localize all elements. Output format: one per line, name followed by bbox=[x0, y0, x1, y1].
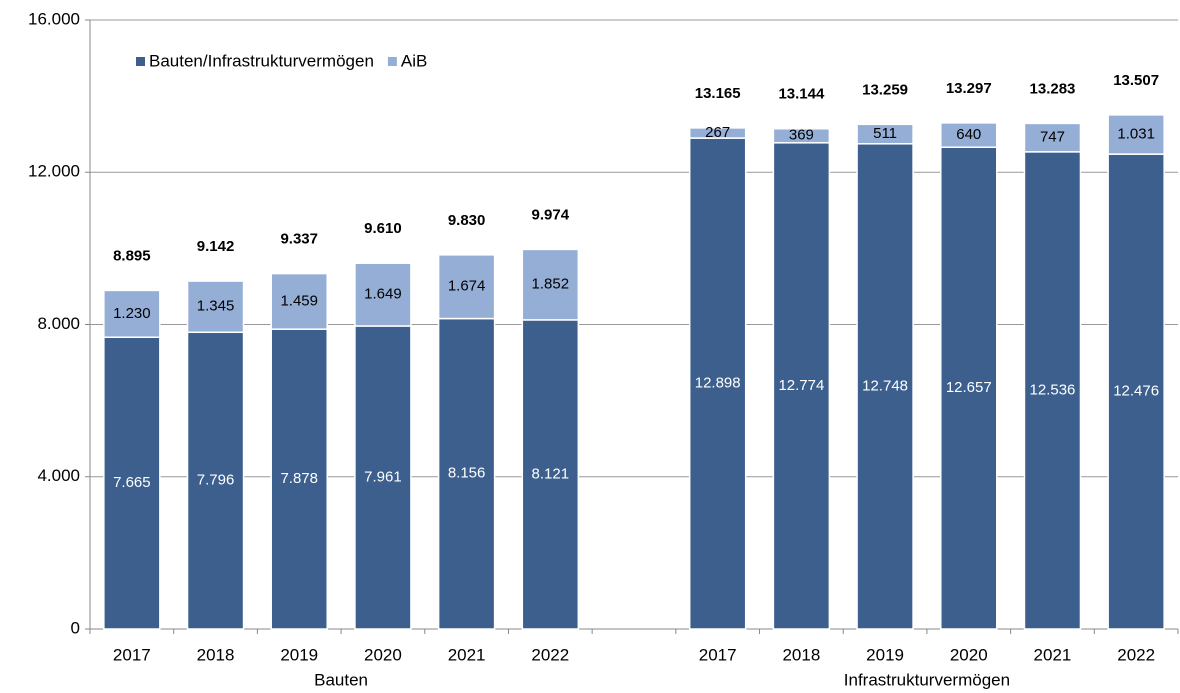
group-label: Bauten bbox=[314, 670, 368, 689]
data-label: 1.852 bbox=[532, 276, 570, 293]
legend-label: AiB bbox=[401, 51, 427, 70]
bar-segment bbox=[772, 127, 831, 144]
data-label: 1.345 bbox=[197, 298, 235, 315]
bar-segment bbox=[186, 280, 245, 334]
bar-segment bbox=[103, 289, 161, 339]
data-label: 747 bbox=[1040, 129, 1065, 146]
bar-segment bbox=[1023, 122, 1082, 153]
data-label: 7.878 bbox=[280, 470, 318, 487]
data-label: 7.665 bbox=[113, 474, 151, 491]
total-label: 8.895 bbox=[113, 247, 151, 264]
x-tick-label: 2020 bbox=[364, 645, 402, 664]
bar-segment bbox=[521, 319, 580, 630]
data-label: 12.774 bbox=[778, 377, 824, 394]
bar-segment bbox=[1107, 153, 1165, 630]
data-label: 8.156 bbox=[448, 465, 486, 482]
legend-swatch bbox=[136, 57, 145, 66]
y-tick-label: 0 bbox=[71, 618, 80, 637]
data-label: 7.796 bbox=[197, 472, 235, 489]
total-label: 9.830 bbox=[448, 212, 486, 229]
bar-segment bbox=[772, 142, 831, 630]
bar-segment bbox=[354, 325, 412, 630]
x-tick-label: 2022 bbox=[531, 645, 569, 664]
bar-segment bbox=[688, 137, 747, 630]
y-tick-label: 16.000 bbox=[28, 9, 80, 28]
x-tick-label: 2021 bbox=[448, 645, 486, 664]
x-tick-label: 2017 bbox=[699, 645, 737, 664]
x-tick-label: 2019 bbox=[866, 645, 904, 664]
bar-segment bbox=[521, 248, 580, 321]
data-label: 369 bbox=[789, 127, 814, 144]
bar-segment bbox=[354, 262, 412, 327]
data-label: 1.230 bbox=[113, 305, 151, 322]
bar-segment bbox=[856, 123, 914, 145]
data-label: 1.674 bbox=[448, 278, 486, 295]
bar-segment bbox=[437, 254, 496, 320]
x-tick-label: 2017 bbox=[113, 645, 151, 664]
bar-segment bbox=[856, 143, 914, 630]
group-label: Infrastrukturvermögen bbox=[844, 670, 1010, 689]
total-label: 13.507 bbox=[1113, 72, 1159, 89]
y-tick-label: 8.000 bbox=[37, 314, 80, 333]
total-label: 13.259 bbox=[862, 81, 908, 98]
x-tick-label: 2018 bbox=[782, 645, 820, 664]
total-label: 9.142 bbox=[197, 238, 235, 255]
x-tick-label: 2019 bbox=[280, 645, 318, 664]
total-label: 13.283 bbox=[1030, 80, 1076, 97]
data-label: 1.031 bbox=[1117, 125, 1155, 142]
total-label: 9.610 bbox=[364, 220, 402, 237]
data-label: 12.536 bbox=[1030, 381, 1076, 398]
legend-label: Bauten/Infrastrukturvermögen bbox=[149, 51, 374, 70]
bar-segment bbox=[1107, 114, 1165, 155]
bar-segment bbox=[940, 122, 998, 148]
bar-segment bbox=[1023, 151, 1082, 630]
total-label: 9.337 bbox=[280, 231, 318, 248]
total-label: 9.974 bbox=[532, 206, 570, 223]
x-tick-label: 2021 bbox=[1034, 645, 1072, 664]
x-tick-label: 2018 bbox=[197, 645, 235, 664]
bar-segment bbox=[940, 146, 998, 630]
y-tick-label: 12.000 bbox=[28, 162, 80, 181]
data-label: 640 bbox=[956, 126, 981, 143]
y-tick-label: 4.000 bbox=[37, 466, 80, 485]
bar-segment bbox=[270, 328, 328, 630]
data-label: 8.121 bbox=[532, 465, 570, 482]
total-label: 13.297 bbox=[946, 80, 992, 97]
data-label: 511 bbox=[873, 125, 897, 142]
data-label: 1.649 bbox=[364, 286, 402, 303]
data-label: 7.961 bbox=[364, 468, 402, 485]
x-tick-label: 2020 bbox=[950, 645, 988, 664]
data-label: 12.657 bbox=[946, 379, 992, 396]
x-tick-label: 2022 bbox=[1117, 645, 1155, 664]
data-label: 267 bbox=[705, 124, 730, 141]
bar-segment bbox=[437, 317, 496, 630]
data-label: 12.898 bbox=[695, 375, 741, 392]
data-label: 12.748 bbox=[862, 377, 908, 394]
data-label: 12.476 bbox=[1113, 383, 1159, 400]
bar-segment bbox=[688, 127, 747, 139]
bar-segment bbox=[186, 331, 245, 630]
data-label: 1.459 bbox=[280, 292, 318, 309]
legend-swatch bbox=[387, 57, 397, 66]
total-label: 13.165 bbox=[695, 85, 741, 102]
bar-segment bbox=[270, 272, 328, 330]
total-label: 13.144 bbox=[778, 86, 825, 103]
